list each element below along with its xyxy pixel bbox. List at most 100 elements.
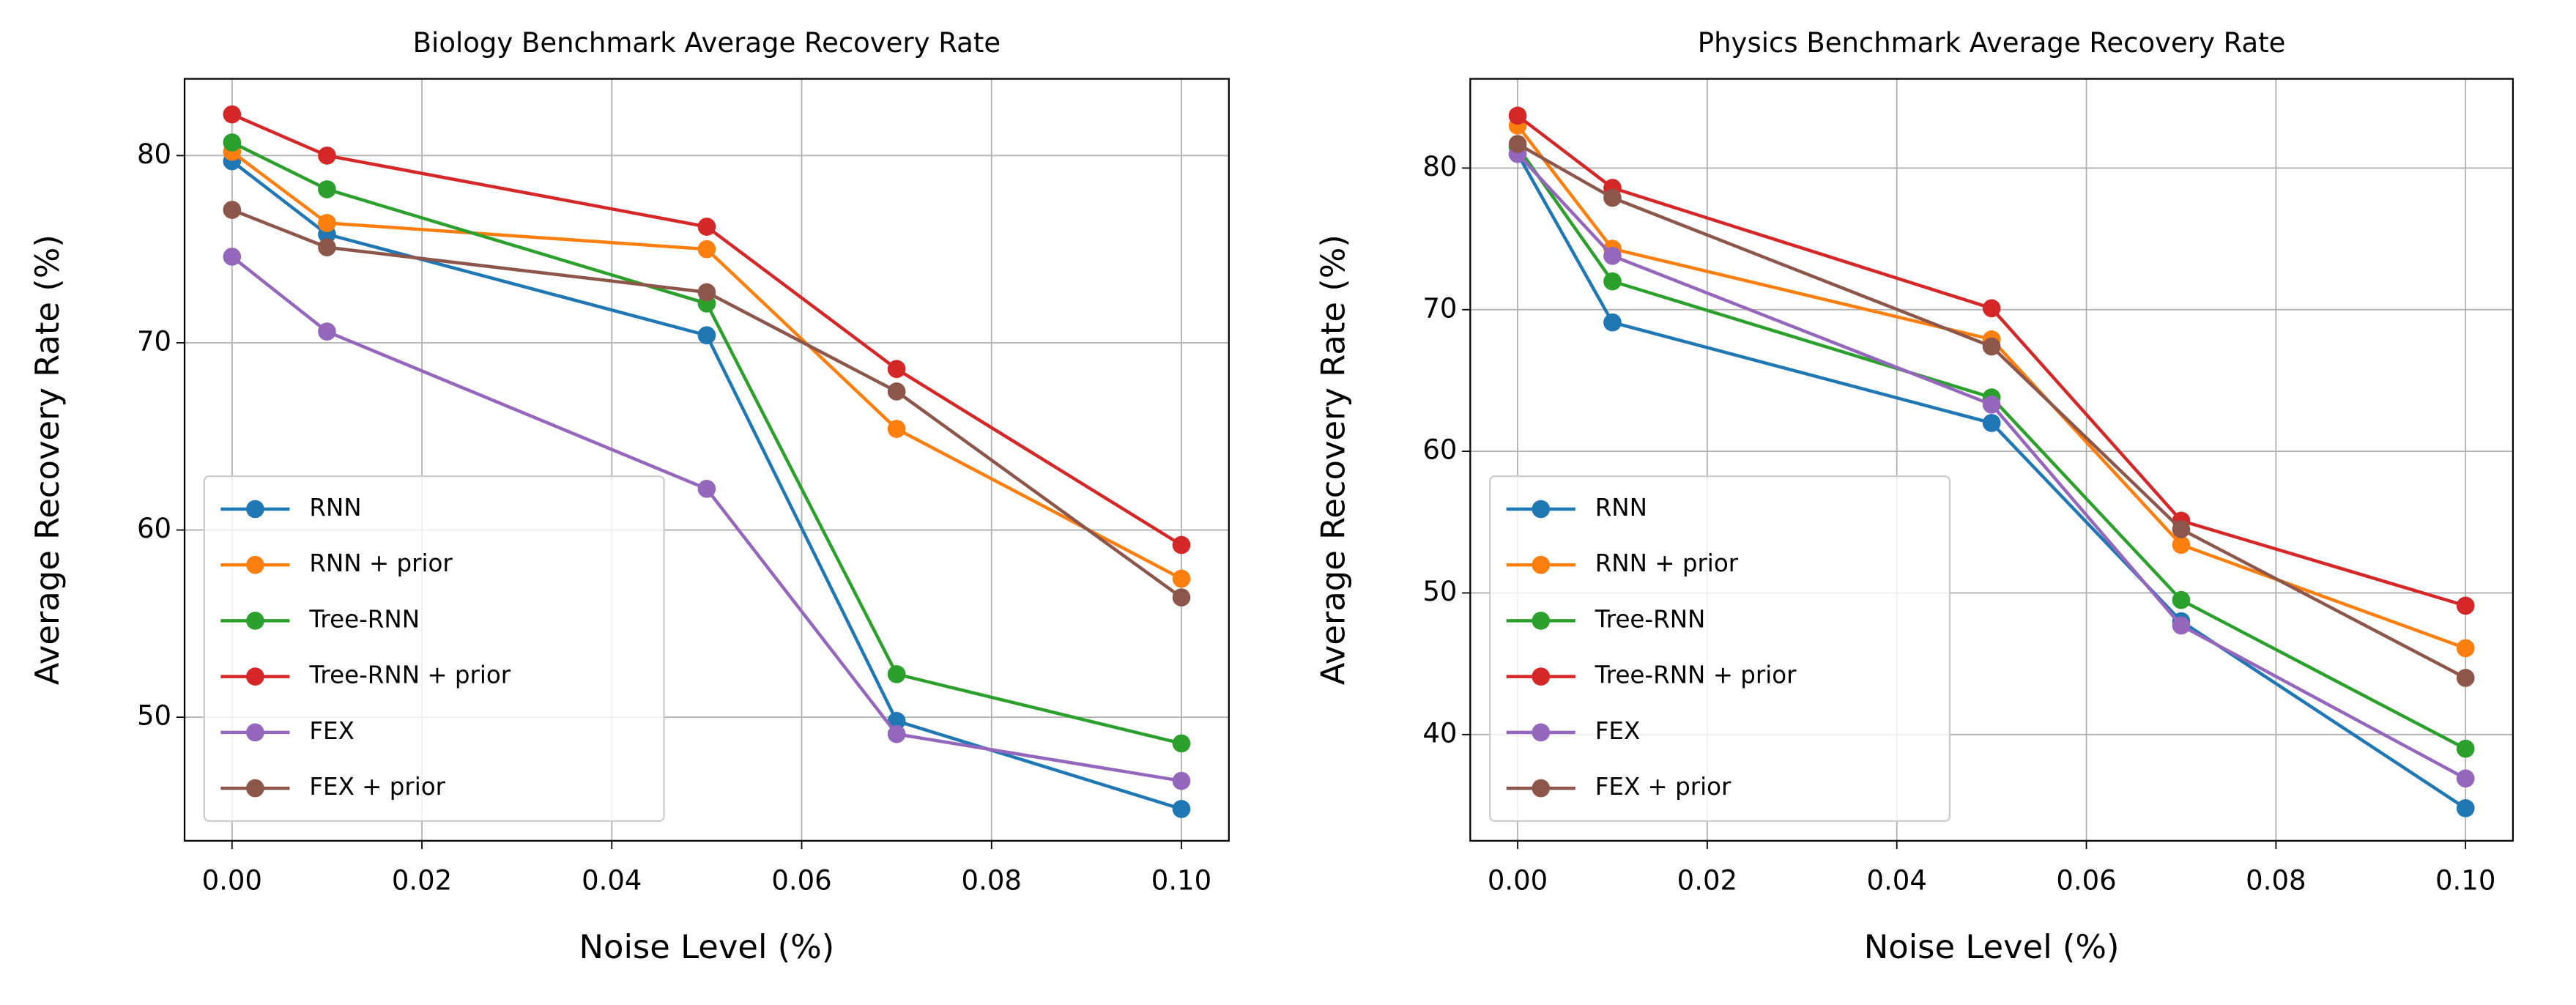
legend-box [1489,475,1951,823]
legend-label: RNN [309,494,361,522]
data-point [1172,535,1191,555]
data-point [697,240,716,259]
legend-marker [1532,779,1551,798]
y-tick-label: 70 [1422,292,1457,324]
y-tick-label: 50 [137,700,171,732]
x-tick-label: 0.10 [2435,864,2495,896]
x-tick-label: 0.10 [1151,864,1211,896]
legend-label: FEX + prior [1595,773,1731,801]
x-tick-label: 0.00 [202,864,262,896]
data-point [2172,590,2191,609]
y-tick-label: 70 [137,325,171,357]
x-tick-label: 0.04 [1867,864,1927,896]
y-tick-label: 60 [137,513,171,544]
legend-label: Tree-RNN + prior [308,661,511,689]
plot-frame [183,78,1230,842]
data-point [1603,246,1622,265]
legend-label: RNN + prior [309,549,453,577]
data-point [2456,769,2475,788]
data-point [1172,569,1191,588]
legend-marker [246,667,264,686]
legend-marker [246,779,264,798]
legend-label: Tree-RNN [1595,605,1706,633]
legend-label: FEX [1595,717,1641,745]
legend-marker [246,612,264,630]
legend-label: FEX + prior [309,773,445,801]
data-point [318,147,336,165]
x-tick-label: 0.08 [962,864,1022,896]
legend-box [203,475,665,823]
legend-marker [1532,555,1551,574]
legend-marker [246,723,264,742]
x-tick-label: 0.02 [1677,864,1737,896]
y-tick-label: 40 [1422,717,1457,749]
data-point [1172,734,1191,753]
data-point [223,201,242,219]
legend-label: RNN [1595,494,1647,522]
data-point [887,382,906,401]
x-axis-label: Noise Level (%) [579,927,835,966]
data-point [1603,272,1622,291]
chart-title: Biology Benchmark Average Recovery Rate [413,27,1001,59]
data-point [697,218,716,236]
data-point [887,420,906,438]
data-point [318,180,336,199]
data-point [1982,337,2001,356]
legend-marker [1532,612,1551,630]
legend-label: RNN + prior [1595,549,1739,577]
data-point [2456,639,2475,658]
data-point [2172,535,2191,555]
data-point [1982,299,2001,318]
legend-marker [1532,723,1551,742]
data-point [318,238,336,256]
data-point [1603,313,1622,332]
chart-title: Physics Benchmark Average Recovery Rate [1698,27,2286,59]
data-point [2456,669,2475,687]
data-point [223,248,242,266]
data-point [697,326,716,345]
legend-label: Tree-RNN [308,605,420,633]
legend-label: Tree-RNN + prior [1595,661,1797,689]
plot-frame [1469,78,2514,842]
legend-label: FEX [309,717,355,745]
x-tick-label: 0.06 [771,864,831,896]
legend-marker [1532,667,1551,686]
data-point [1508,106,1527,125]
data-point [887,360,906,379]
legend-marker [246,555,264,574]
y-tick-label: 80 [1422,151,1457,182]
data-point [697,479,716,498]
data-point [2456,739,2475,758]
data-point [2456,799,2475,817]
data-point [1172,588,1191,607]
data-point [697,283,716,302]
y-axis-label: Average Recovery Rate (%) [28,234,67,685]
x-tick-label: 0.08 [2246,864,2306,896]
data-point [1508,135,1527,153]
data-point [1172,771,1191,790]
data-point [318,214,336,232]
data-point [887,724,906,743]
legend-marker [246,500,264,519]
y-tick-label: 80 [137,138,171,170]
data-point [1172,800,1191,818]
x-tick-label: 0.00 [1488,864,1548,896]
legend-marker [1532,500,1551,519]
data-point [223,105,242,124]
data-point [2172,616,2191,635]
data-point [887,665,906,683]
data-point [2456,596,2475,615]
data-point [318,322,336,341]
y-tick-label: 50 [1422,576,1457,607]
x-tick-label: 0.06 [2056,864,2116,896]
x-tick-label: 0.04 [582,864,642,896]
data-point [1982,414,2001,432]
y-axis-label: Average Recovery Rate (%) [1314,234,1353,685]
y-tick-label: 60 [1422,434,1457,466]
data-point [2172,520,2191,538]
data-point [223,133,242,152]
x-tick-label: 0.02 [392,864,452,896]
data-point [1982,395,2001,414]
data-point [1603,188,1622,207]
